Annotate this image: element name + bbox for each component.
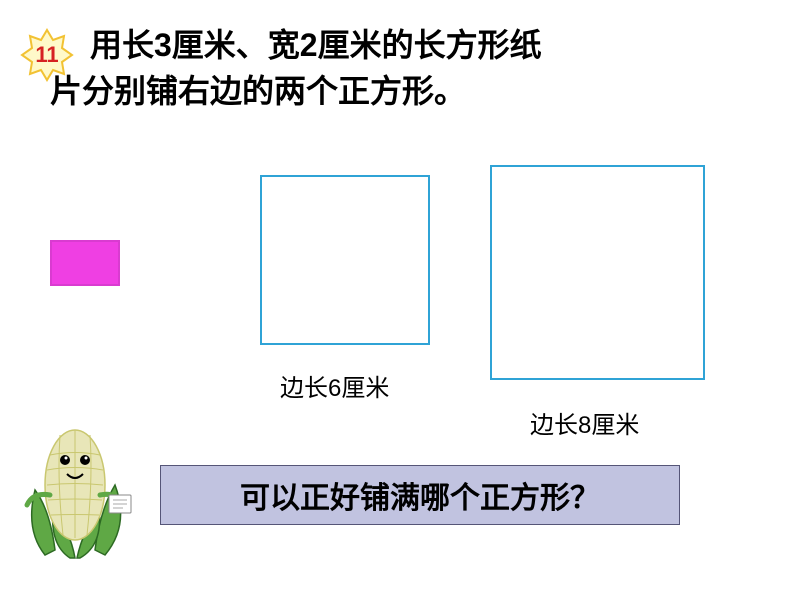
question-speech-box: 可以正好铺满哪个正方形？ xyxy=(160,465,680,525)
question-text: 可以正好铺满哪个正方形？ xyxy=(240,473,600,517)
problem-statement: 用长3厘米、宽2厘米的长方形纸 片分别铺右边的两个正方形。 xyxy=(90,22,780,115)
square-6cm xyxy=(260,175,430,345)
problem-line-2: 片分别铺右边的两个正方形。 xyxy=(50,68,780,114)
square-6cm-label: 边长6厘米 xyxy=(280,368,389,403)
problem-line-1: 用长3厘米、宽2厘米的长方形纸 xyxy=(90,22,780,68)
square-8cm xyxy=(490,165,705,380)
square-8cm-label: 边长8厘米 xyxy=(530,405,639,440)
rectangle-tile xyxy=(50,240,120,286)
corn-mascot xyxy=(15,410,135,560)
corn-mascot-icon xyxy=(15,410,135,560)
